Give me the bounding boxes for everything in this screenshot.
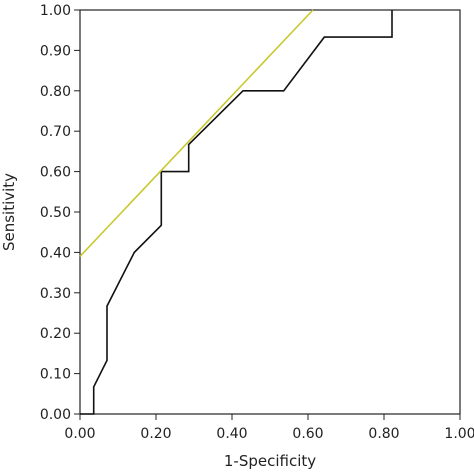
x-tick-label: 0.80 [368,426,399,442]
y-tick-label: 0.90 [40,43,71,59]
y-tick-label: 1.00 [40,3,71,19]
y-tick-label: 0.00 [40,407,71,423]
series-layer [79,9,393,415]
y-tick-label: 0.60 [40,165,71,181]
reference-line [79,9,314,257]
roc-curve-line [80,10,393,415]
y-tick-label: 0.20 [40,326,71,342]
y-axis-title: Sensitivity [0,173,18,251]
x-tick-label: 0.40 [216,426,247,442]
y-tick-label: 0.70 [40,124,71,140]
y-axis: 0.00 0.10 0.20 0.30 0.40 0.50 0.60 0.70 0.80 0.90… [40,3,80,423]
x-tick-label: 0.00 [64,426,95,442]
x-tick-label: 0.20 [140,426,171,442]
x-axis-title: 1-Specificity [224,452,316,470]
x-tick-label: 0.60 [292,426,323,442]
x-tick-label: 1.00 [444,426,474,442]
y-tick-label: 0.40 [40,245,71,261]
plot-frame [79,9,461,415]
x-axis: 0.00 0.20 0.40 0.60 0.80 1.00 [64,414,474,442]
y-tick-label: 0.30 [40,286,71,302]
y-tick-label: 0.80 [40,84,71,100]
y-tick-label: 0.10 [40,367,71,383]
y-tick-label: 0.50 [40,205,71,221]
